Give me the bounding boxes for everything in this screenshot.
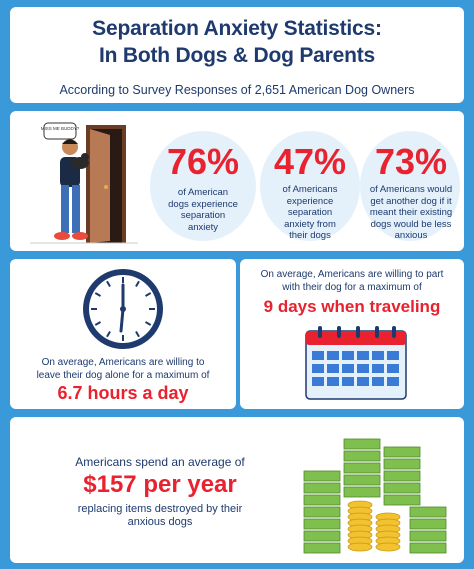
clock-desc-line1: On average, Americans are willing to xyxy=(41,357,205,368)
stats-card: MISS ME BUDDY? 76% of American dogs expe… xyxy=(10,111,464,251)
calendar-icon xyxy=(305,326,407,400)
stat-3-blob xyxy=(360,131,460,241)
stat-3-line2: get another dog if it xyxy=(370,195,452,207)
clock-description: On average, Americans are willing to lea… xyxy=(18,357,228,382)
stat-3-line1: of Americans would xyxy=(369,184,453,195)
stat-1-line1: of American xyxy=(177,187,229,198)
stat-3-percent: 73% xyxy=(374,141,448,182)
calendar-card: On average, Americans are willing to par… xyxy=(240,259,464,409)
calendar-description: On average, Americans are willing to par… xyxy=(248,269,456,294)
stat-2-percent: 47% xyxy=(273,141,347,182)
speech-bubble-text: MISS ME BUDDY? xyxy=(41,126,80,131)
stat-1-line3: separation xyxy=(180,210,226,221)
page-title-line2: In Both Dogs & Dog Parents xyxy=(99,44,375,67)
page-subtitle: According to Survey Responses of 2,651 A… xyxy=(59,83,415,97)
money-line3: replacing items destroyed by their anxio… xyxy=(30,503,290,529)
money-line1: Americans spend an average of xyxy=(75,455,245,469)
stat-1-line2: dogs experience xyxy=(168,198,238,210)
stat-2-blob xyxy=(260,131,360,241)
man-at-door-illustration: MISS ME BUDDY? xyxy=(30,122,138,244)
stat-2-line5: their dogs xyxy=(289,230,331,241)
stat-3-line3: meant their existing xyxy=(369,207,453,218)
stat-1-description: of American dogs experience separation a… xyxy=(151,187,255,233)
stat-1-blob xyxy=(150,131,256,241)
calendar-desc-line1: On average, Americans are willing to par… xyxy=(260,269,444,280)
money-stacks-icon xyxy=(303,438,447,554)
stat-1-percent: 76% xyxy=(166,141,240,182)
stat-2-line3: separation xyxy=(287,207,333,218)
stat-2-line4: anxiety from xyxy=(284,218,336,230)
stat-3-line4: dogs would be less xyxy=(370,218,452,230)
stat-1-line4: anxiety xyxy=(187,221,219,233)
clock-desc-line2: leave their dog alone for a maximum of xyxy=(36,369,210,381)
stat-2-line1: of Americans xyxy=(282,184,338,195)
stat-3-description: of Americans would get another dog if it… xyxy=(359,184,463,242)
clock-icon xyxy=(83,269,163,349)
stat-2-line2: experience xyxy=(286,195,334,207)
page-title-line1: Separation Anxiety Statistics: xyxy=(92,17,382,40)
money-line3b: anxious dogs xyxy=(127,516,193,528)
calendar-desc-line2: with their dog for a maximum of xyxy=(282,281,422,293)
calendar-value: 9 days when traveling xyxy=(263,297,441,316)
clock-card: On average, Americans are willing to lea… xyxy=(10,259,236,409)
header-card: Separation Anxiety Statistics: In Both D… xyxy=(10,7,464,103)
stat-2-description: of Americans experience separation anxie… xyxy=(258,184,362,242)
money-line3a: replacing items destroyed by their xyxy=(77,503,243,515)
money-card: Americans spend an average of $157 per y… xyxy=(10,417,464,563)
clock-value: 6.7 hours a day xyxy=(57,383,189,403)
money-value: $157 per year xyxy=(83,471,237,498)
stat-3-line5: anxious xyxy=(394,230,428,241)
